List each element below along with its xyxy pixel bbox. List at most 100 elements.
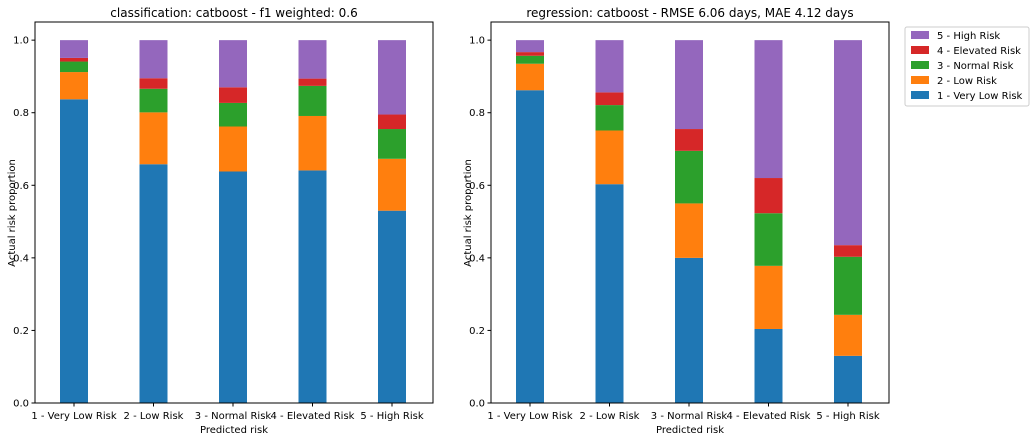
- y-tick-label: 0.6: [469, 181, 485, 192]
- x-tick-label: 4 - Elevated Risk: [727, 411, 811, 422]
- bar-segment-c0-cat4-s1: [378, 158, 406, 211]
- x-axis-label-regression: Predicted risk: [656, 425, 724, 436]
- bar-segment-c1-cat2-s2: [675, 150, 703, 204]
- bar-segment-c1-cat3-s3: [754, 178, 783, 214]
- bars-classification: [60, 40, 406, 403]
- bar-segment-c0-cat3-s1: [298, 115, 327, 171]
- chart-title-classification: classification: catboost - f1 weighted: …: [110, 6, 357, 20]
- x-tick-label: 5 - High Risk: [360, 411, 423, 422]
- y-tick-label: 1.0: [469, 36, 485, 47]
- bar-segment-c0-cat0-s4: [60, 40, 88, 58]
- legend-swatch: [911, 46, 929, 54]
- bar-segment-c1-cat3-s4: [754, 40, 783, 179]
- y-tick-label: 0.2: [469, 326, 485, 337]
- bar-segment-c1-cat2-s1: [675, 203, 703, 258]
- bar-segment-c1-cat1-s3: [595, 92, 624, 106]
- bar-segment-c1-cat0-s1: [516, 63, 544, 91]
- y-tick-label: 0.2: [13, 326, 29, 337]
- bar-segment-c0-cat3-s0: [298, 170, 327, 403]
- x-ticks-classification: 1 - Very Low Risk 2 - Low Risk 3 - Normal …: [31, 403, 424, 422]
- plot-area-classification: 0.0 0.2 0.4 0.6 0.8 1.0 1 - Very Low Risk 2 - …: [13, 21, 434, 422]
- bar-segment-c0-cat2-s1: [219, 126, 247, 172]
- y-tick-label: 0.4: [469, 253, 485, 264]
- y-tick-label: 0.6: [13, 181, 29, 192]
- bar-segment-c0-cat1-s4: [139, 40, 168, 79]
- legend-swatch: [911, 91, 929, 99]
- y-tick-label: 0.0: [469, 399, 485, 410]
- bar-segment-c0-cat4-s4: [378, 40, 406, 115]
- bar-segment-c1-cat1-s2: [595, 105, 624, 131]
- legend: 5 - High Risk 4 - Elevated Risk 3 - Normal…: [904, 26, 1030, 107]
- bar-segment-c1-cat0-s3: [516, 52, 544, 56]
- bar-segment-c1-cat0-s2: [516, 55, 544, 64]
- bar-segment-c1-cat2-s0: [675, 257, 703, 403]
- bar-segment-c0-cat3-s4: [298, 40, 327, 79]
- bar-segment-c0-cat2-s3: [219, 87, 247, 103]
- bar-segment-c0-cat0-s3: [60, 57, 88, 62]
- plot-area-regression: 0.0 0.2 0.4 0.6 0.8 1.0 1 - Very Low Risk 2 - …: [469, 21, 890, 422]
- bar-segment-c0-cat2-s0: [219, 171, 247, 403]
- legend-swatch: [911, 61, 929, 69]
- y-tick-label: 0.8: [469, 108, 485, 119]
- x-tick-label: 2 - Low Risk: [580, 411, 640, 422]
- x-tick-label: 3 - Normal Risk: [651, 411, 728, 422]
- bar-segment-c1-cat2-s4: [675, 40, 703, 130]
- legend-label: 1 - Very Low Risk: [937, 91, 1023, 102]
- y-axis-label-classification: Actual risk proportion: [7, 159, 18, 267]
- x-tick-label: 5 - High Risk: [816, 411, 879, 422]
- axes-frame-classification: [34, 21, 434, 404]
- bar-segment-c0-cat1-s3: [139, 78, 168, 89]
- bar-segment-c0-cat0-s0: [60, 99, 88, 403]
- bar-segment-c1-cat0-s4: [516, 40, 544, 53]
- chart-classification: classification: catboost - f1 weighted: …: [7, 6, 434, 436]
- bar-segment-c0-cat1-s0: [139, 164, 168, 403]
- bar-segment-c1-cat1-s0: [595, 184, 624, 403]
- legend-frame: [904, 26, 1030, 107]
- bars-regression: [516, 40, 862, 403]
- axes-frame-regression: [490, 21, 890, 404]
- x-tick-label: 1 - Very Low Risk: [487, 411, 573, 422]
- x-ticks-regression: 1 - Very Low Risk 2 - Low Risk 3 - Normal …: [487, 403, 880, 422]
- y-axis-label-regression: Actual risk proportion: [463, 159, 474, 267]
- bar-segment-c0-cat0-s2: [60, 61, 88, 73]
- chart-title-regression: regression: catboost - RMSE 6.06 days, M…: [526, 6, 853, 20]
- bar-segment-c0-cat2-s4: [219, 40, 247, 88]
- bar-segment-c0-cat4-s3: [378, 114, 406, 130]
- legend-label: 2 - Low Risk: [937, 76, 997, 87]
- legend-swatch: [911, 31, 929, 39]
- bar-segment-c1-cat3-s2: [754, 213, 783, 266]
- bar-segment-c0-cat4-s0: [378, 210, 406, 403]
- bar-segment-c1-cat1-s4: [595, 40, 624, 93]
- y-ticks-regression: 0.0 0.2 0.4 0.6 0.8 1.0: [469, 36, 491, 410]
- bar-segment-c0-cat0-s1: [60, 72, 88, 100]
- x-axis-label-classification: Predicted risk: [200, 425, 268, 436]
- x-tick-label: 3 - Normal Risk: [195, 411, 272, 422]
- y-tick-label: 0.4: [13, 253, 29, 264]
- legend-label: 5 - High Risk: [937, 31, 1000, 42]
- bar-segment-c1-cat4-s4: [834, 40, 862, 246]
- legend-swatch: [911, 76, 929, 84]
- bar-segment-c0-cat3-s2: [298, 85, 327, 116]
- bar-segment-c1-cat4-s0: [834, 355, 862, 403]
- bar-segment-c0-cat3-s3: [298, 78, 327, 86]
- bar-segment-c1-cat4-s1: [834, 314, 862, 356]
- y-tick-label: 0.8: [13, 108, 29, 119]
- x-tick-label: 1 - Very Low Risk: [31, 411, 117, 422]
- bar-segment-c1-cat2-s3: [675, 129, 703, 151]
- legend-label: 4 - Elevated Risk: [937, 46, 1021, 57]
- bar-segment-c1-cat0-s0: [516, 90, 544, 403]
- x-tick-label: 2 - Low Risk: [124, 411, 184, 422]
- bar-segment-c1-cat4-s3: [834, 245, 862, 257]
- chart-regression: regression: catboost - RMSE 6.06 days, M…: [463, 6, 890, 436]
- bar-segment-c1-cat3-s1: [754, 265, 783, 329]
- x-tick-label: 4 - Elevated Risk: [271, 411, 355, 422]
- bar-segment-c1-cat3-s0: [754, 328, 783, 403]
- y-ticks-classification: 0.0 0.2 0.4 0.6 0.8 1.0: [13, 36, 35, 410]
- legend-items: 5 - High Risk 4 - Elevated Risk 3 - Normal…: [911, 31, 1023, 102]
- bar-segment-c0-cat4-s2: [378, 129, 406, 159]
- bar-segment-c0-cat1-s1: [139, 112, 168, 165]
- bar-segment-c1-cat4-s2: [834, 256, 862, 315]
- bar-segment-c1-cat1-s1: [595, 130, 624, 185]
- bar-segment-c0-cat2-s2: [219, 102, 247, 127]
